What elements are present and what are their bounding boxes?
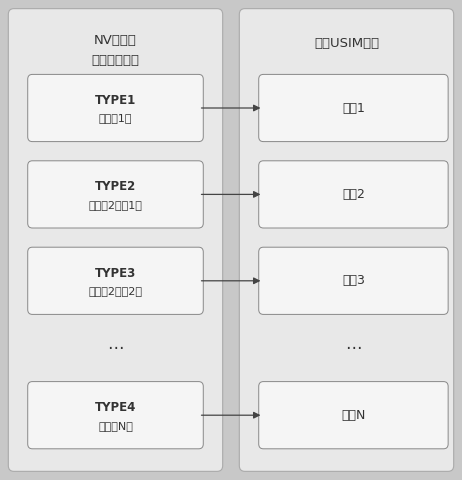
FancyBboxPatch shape (259, 74, 448, 142)
Text: 系统1: 系统1 (342, 101, 365, 115)
FancyBboxPatch shape (28, 161, 203, 228)
Text: （测试分类）: （测试分类） (91, 53, 140, 67)
Text: （功能2仪器1）: （功能2仪器1） (89, 200, 142, 210)
FancyBboxPatch shape (259, 247, 448, 314)
FancyBboxPatch shape (239, 9, 454, 471)
FancyBboxPatch shape (28, 247, 203, 314)
Text: TYPE1: TYPE1 (95, 94, 136, 107)
Text: TYPE3: TYPE3 (95, 267, 136, 280)
Text: ⋯: ⋯ (107, 339, 124, 357)
Text: TYPE2: TYPE2 (95, 180, 136, 193)
FancyBboxPatch shape (28, 74, 203, 142)
FancyBboxPatch shape (8, 9, 223, 471)
Text: （功能1）: （功能1） (99, 113, 132, 123)
FancyBboxPatch shape (259, 161, 448, 228)
FancyBboxPatch shape (259, 382, 448, 449)
Text: （功能N）: （功能N） (98, 420, 133, 431)
Text: （功能2仪器2）: （功能2仪器2） (89, 286, 142, 296)
Text: NV数据项: NV数据项 (94, 34, 137, 48)
Text: 系统3: 系统3 (342, 274, 365, 288)
Text: ⋯: ⋯ (345, 339, 362, 357)
Text: 模拟USIM系统: 模拟USIM系统 (314, 36, 379, 50)
Text: 系统N: 系统N (341, 408, 365, 422)
FancyBboxPatch shape (28, 382, 203, 449)
Text: TYPE4: TYPE4 (95, 401, 136, 414)
Text: 系统2: 系统2 (342, 188, 365, 201)
